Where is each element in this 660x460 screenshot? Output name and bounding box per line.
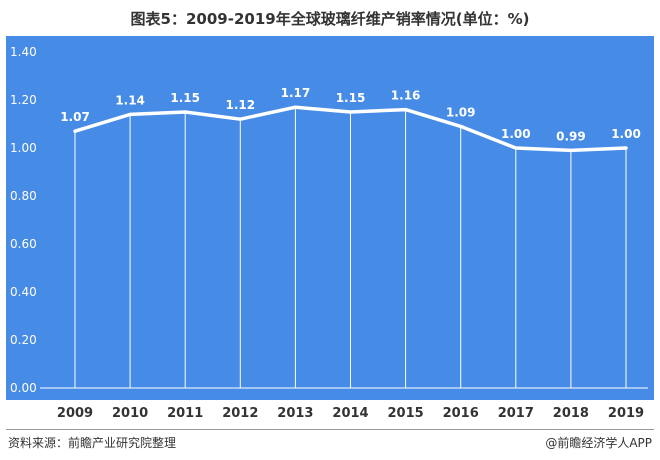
series-line <box>73 105 628 153</box>
data-label: 1.00 <box>501 127 531 141</box>
chart-area: 0.00 0.20 0.40 0.60 0.80 1.00 1.20 1.40 1.07 1.14… <box>0 36 660 426</box>
x-tick-label: 2010 <box>112 406 148 421</box>
x-tick-label: 2009 <box>57 406 93 421</box>
data-label: 1.00 <box>611 127 641 141</box>
plot-background <box>6 36 654 400</box>
x-tick-label: 2017 <box>498 406 534 421</box>
chart-title: 图表5：2009-2019年全球玻璃纤维产销率情况(单位：%) <box>130 10 530 28</box>
data-label: 1.15 <box>170 91 200 105</box>
data-label: 1.12 <box>225 98 255 112</box>
x-tick-label: 2011 <box>167 406 203 421</box>
y-tick-label: 1.00 <box>10 141 37 155</box>
data-label: 0.99 <box>556 129 586 143</box>
x-tick-label: 2018 <box>553 406 589 421</box>
y-tick-label: 1.20 <box>10 93 37 107</box>
y-tick-label: 0.60 <box>10 237 37 251</box>
x-tick-label: 2016 <box>443 406 479 421</box>
y-tick-label: 0.20 <box>10 333 37 347</box>
data-label: 1.15 <box>336 91 366 105</box>
data-label: 1.16 <box>391 89 421 103</box>
data-label: 1.17 <box>281 86 311 100</box>
data-label: 1.14 <box>115 93 145 107</box>
x-tick-label: 2012 <box>222 406 258 421</box>
y-tick-label: 1.40 <box>10 45 37 59</box>
y-tick-label: 0.00 <box>10 381 37 395</box>
x-tick-label: 2014 <box>332 406 368 421</box>
x-tick-label: 2019 <box>608 406 644 421</box>
x-tick-label: 2015 <box>388 406 424 421</box>
data-label: 1.09 <box>446 105 476 119</box>
y-tick-label: 0.40 <box>10 285 37 299</box>
source-note: 资料来源：前瞻产业研究院整理 <box>8 436 177 450</box>
data-label: 1.07 <box>60 110 90 124</box>
brand-credit: @前瞻经济学人APP <box>545 436 652 450</box>
x-tick-label: 2013 <box>277 406 313 421</box>
y-tick-label: 0.80 <box>10 189 37 203</box>
line-chart: 0.00 0.20 0.40 0.60 0.80 1.00 1.20 1.40 1.07 1.14… <box>6 36 654 421</box>
footer-divider <box>6 429 654 430</box>
